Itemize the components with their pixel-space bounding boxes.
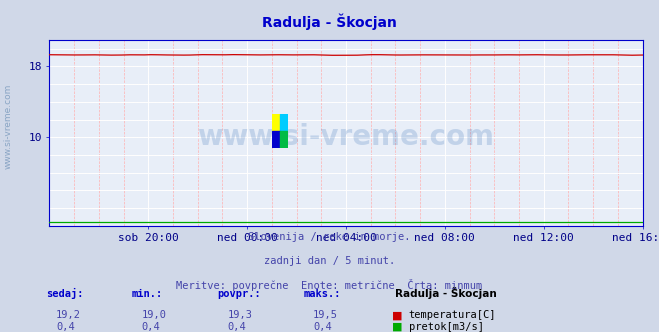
Text: 19,2: 19,2 [56, 310, 81, 320]
Text: 0,4: 0,4 [142, 322, 160, 332]
Text: Radulja - Škocjan: Radulja - Škocjan [395, 287, 497, 299]
Text: povpr.:: povpr.: [217, 289, 261, 299]
Text: sedaj:: sedaj: [46, 288, 84, 299]
Bar [280, 131, 289, 148]
Text: Meritve: povprečne  Enote: metrične  Črta: minmum: Meritve: povprečne Enote: metrične Črta:… [177, 279, 482, 291]
Text: 19,3: 19,3 [227, 310, 252, 320]
Text: zadnji dan / 5 minut.: zadnji dan / 5 minut. [264, 256, 395, 266]
Text: 0,4: 0,4 [227, 322, 246, 332]
Text: www.si-vreme.com: www.si-vreme.com [198, 123, 494, 150]
Text: www.si-vreme.com: www.si-vreme.com [3, 83, 13, 169]
Bar [272, 114, 280, 131]
Text: min.:: min.: [132, 289, 163, 299]
Text: Slovenija / reke in morje.: Slovenija / reke in morje. [248, 232, 411, 242]
Text: 0,4: 0,4 [56, 322, 74, 332]
Text: pretok[m3/s]: pretok[m3/s] [409, 322, 484, 332]
Bar [272, 131, 280, 148]
Text: temperatura[C]: temperatura[C] [409, 310, 496, 320]
Text: 0,4: 0,4 [313, 322, 331, 332]
Text: ■: ■ [392, 322, 403, 332]
Bar [280, 114, 289, 131]
Text: Radulja - Škocjan: Radulja - Škocjan [262, 13, 397, 30]
Text: 19,0: 19,0 [142, 310, 167, 320]
Text: ■: ■ [392, 310, 403, 320]
Text: 19,5: 19,5 [313, 310, 338, 320]
Text: maks.:: maks.: [303, 289, 341, 299]
